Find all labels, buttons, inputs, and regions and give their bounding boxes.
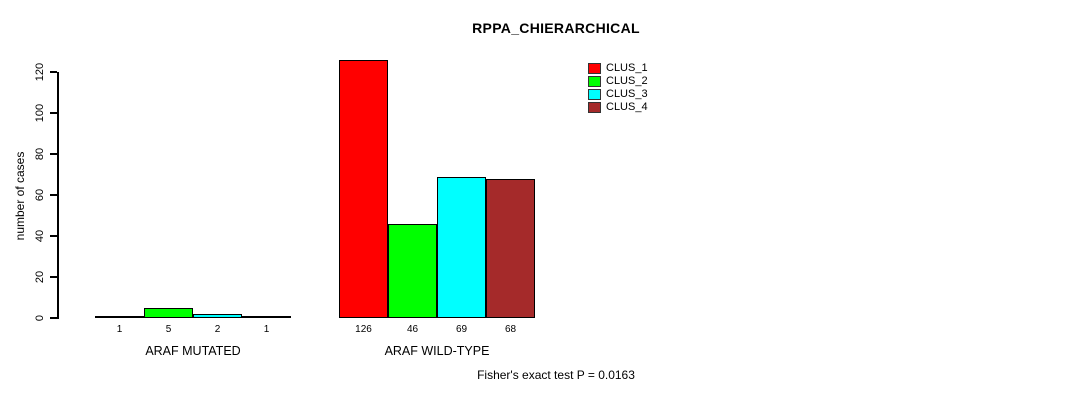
bar-value-label: 1 [263, 324, 270, 335]
legend-swatch-clus_2 [588, 76, 601, 87]
bar-clus_3-mutated [193, 314, 242, 318]
chart-title: RPPA_CHIERARCHICAL [472, 20, 640, 36]
group-label-wildtype: ARAF WILD-TYPE [384, 344, 490, 358]
y-tick-label: 40 [34, 229, 46, 243]
bar-clus_4-mutated [242, 316, 291, 318]
legend-label: CLUS_4 [606, 101, 648, 113]
y-tick-mark [50, 194, 57, 196]
legend-label: CLUS_3 [606, 88, 648, 100]
bar-clus_2-wildtype [388, 224, 437, 318]
bar-value-label: 46 [406, 324, 419, 335]
bar-value-label: 2 [214, 324, 221, 335]
y-tick-mark [50, 112, 57, 114]
bar-clus_2-mutated [144, 308, 193, 318]
y-tick-label: 60 [34, 188, 46, 202]
group-label-mutated: ARAF MUTATED [145, 344, 241, 358]
y-tick-mark [50, 276, 57, 278]
y-tick-mark [50, 71, 57, 73]
y-tick-mark [50, 317, 57, 319]
bar-clus_3-wildtype [437, 177, 486, 318]
legend-swatch-clus_1 [588, 63, 601, 74]
y-tick-label: 0 [34, 314, 46, 322]
bar-clus_1-wildtype [339, 60, 388, 318]
legend-swatch-clus_3 [588, 89, 601, 100]
bar-value-label: 126 [355, 324, 372, 335]
legend: CLUS_1 CLUS_2 CLUS_3 CLUS_4 [588, 62, 648, 114]
legend-item-clus_2: CLUS_2 [588, 75, 648, 88]
y-tick-mark [50, 153, 57, 155]
bar-value-label: 69 [455, 324, 468, 335]
legend-item-clus_3: CLUS_3 [588, 88, 648, 101]
bar-value-label: 68 [504, 324, 517, 335]
bar-clus_1-mutated [95, 316, 144, 318]
legend-label: CLUS_2 [606, 75, 648, 87]
legend-item-clus_4: CLUS_4 [588, 101, 648, 114]
y-tick-label: 80 [34, 147, 46, 161]
bar-clus_4-wildtype [486, 179, 535, 318]
legend-swatch-clus_4 [588, 102, 601, 113]
bar-value-label: 5 [165, 324, 172, 335]
y-tick-mark [50, 235, 57, 237]
y-axis-label: number of cases [13, 151, 27, 241]
y-tick-label: 120 [34, 62, 46, 82]
y-tick-label: 100 [34, 103, 46, 123]
bar-value-label: 1 [116, 324, 123, 335]
y-tick-label: 20 [34, 270, 46, 284]
legend-label: CLUS_1 [606, 62, 648, 74]
legend-item-clus_1: CLUS_1 [588, 62, 648, 75]
y-axis-line [57, 72, 59, 319]
fisher-test-annotation: Fisher's exact test P = 0.0163 [477, 368, 635, 382]
